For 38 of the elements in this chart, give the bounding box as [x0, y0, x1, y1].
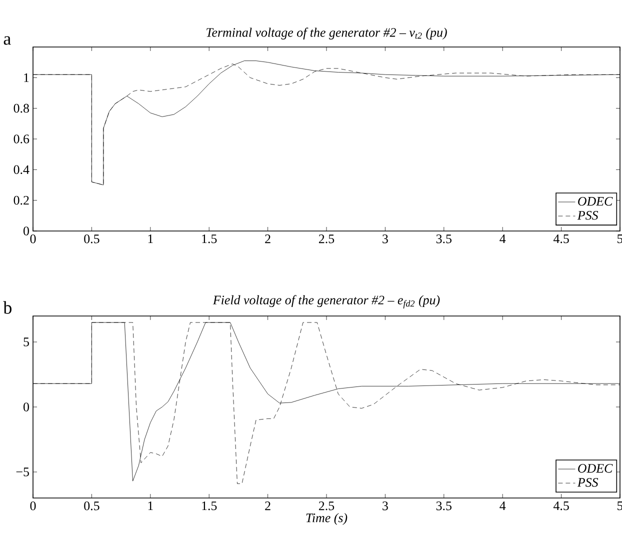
chart-title: Terminal voltage of the generator #2 – v$_{t2}$ (pu): [206, 28, 447, 40]
x-tick-label: 2: [265, 234, 270, 244]
x-axis-title: Time (s): [306, 513, 348, 525]
legend-label: PSS: [577, 211, 598, 220]
x-tick-label: 1.5: [202, 234, 217, 244]
y-tick-label: 0.2: [14, 196, 29, 205]
y-tick-label: 0: [24, 402, 29, 412]
x-tick-label: 1: [148, 234, 153, 244]
x-tick-label: 0: [30, 502, 36, 510]
x-tick-label: 3.5: [436, 502, 452, 510]
x-tick-label: 4.5: [553, 234, 569, 244]
x-tick-label: 0.5: [84, 502, 100, 510]
y-tick-label: 0: [24, 226, 29, 236]
x-tick-label: 3: [382, 502, 388, 510]
text: a: [4, 36, 11, 45]
x-tick-label: 3.5: [436, 234, 452, 244]
x-tick-label: 1: [148, 502, 153, 510]
legend-label: PSS: [577, 478, 598, 487]
y-tick-label: 5: [24, 338, 29, 346]
y-tick-label: 0.6: [14, 134, 30, 144]
x-tick-label: 2: [265, 502, 270, 510]
y-tick-label: 0.4: [14, 165, 30, 174]
x-tick-label: 0: [30, 234, 36, 244]
x-tick-label: 2.5: [318, 502, 334, 510]
legend-label: ODEC: [578, 196, 613, 206]
x-tick-label: 4: [500, 234, 506, 244]
y-tick-label: −5: [16, 468, 29, 476]
chart-title: Field voltage of the generator #2 – e$_{fd2}$ (pu): [212, 295, 440, 308]
y-tick-label: 1: [24, 73, 29, 82]
legend-label: ODEC: [578, 464, 613, 473]
x-tick-label: 0.5: [84, 234, 100, 244]
x-tick-label: 2.5: [318, 234, 334, 244]
x-tick-label: 3: [382, 234, 388, 244]
x-tick-label: 1.5: [202, 502, 217, 510]
x-tick-label: 4: [500, 502, 506, 510]
text: b: [3, 301, 12, 314]
y-tick-label: 0.8: [14, 104, 29, 113]
x-tick-label: 4.5: [553, 502, 569, 510]
